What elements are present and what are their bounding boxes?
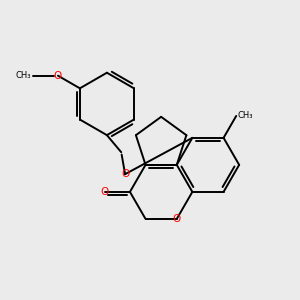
Text: CH₃: CH₃ bbox=[238, 112, 253, 121]
Text: O: O bbox=[121, 169, 129, 179]
Text: O: O bbox=[54, 71, 62, 81]
Text: CH₃: CH₃ bbox=[16, 70, 31, 80]
Text: O: O bbox=[100, 187, 109, 197]
Text: O: O bbox=[172, 214, 181, 224]
